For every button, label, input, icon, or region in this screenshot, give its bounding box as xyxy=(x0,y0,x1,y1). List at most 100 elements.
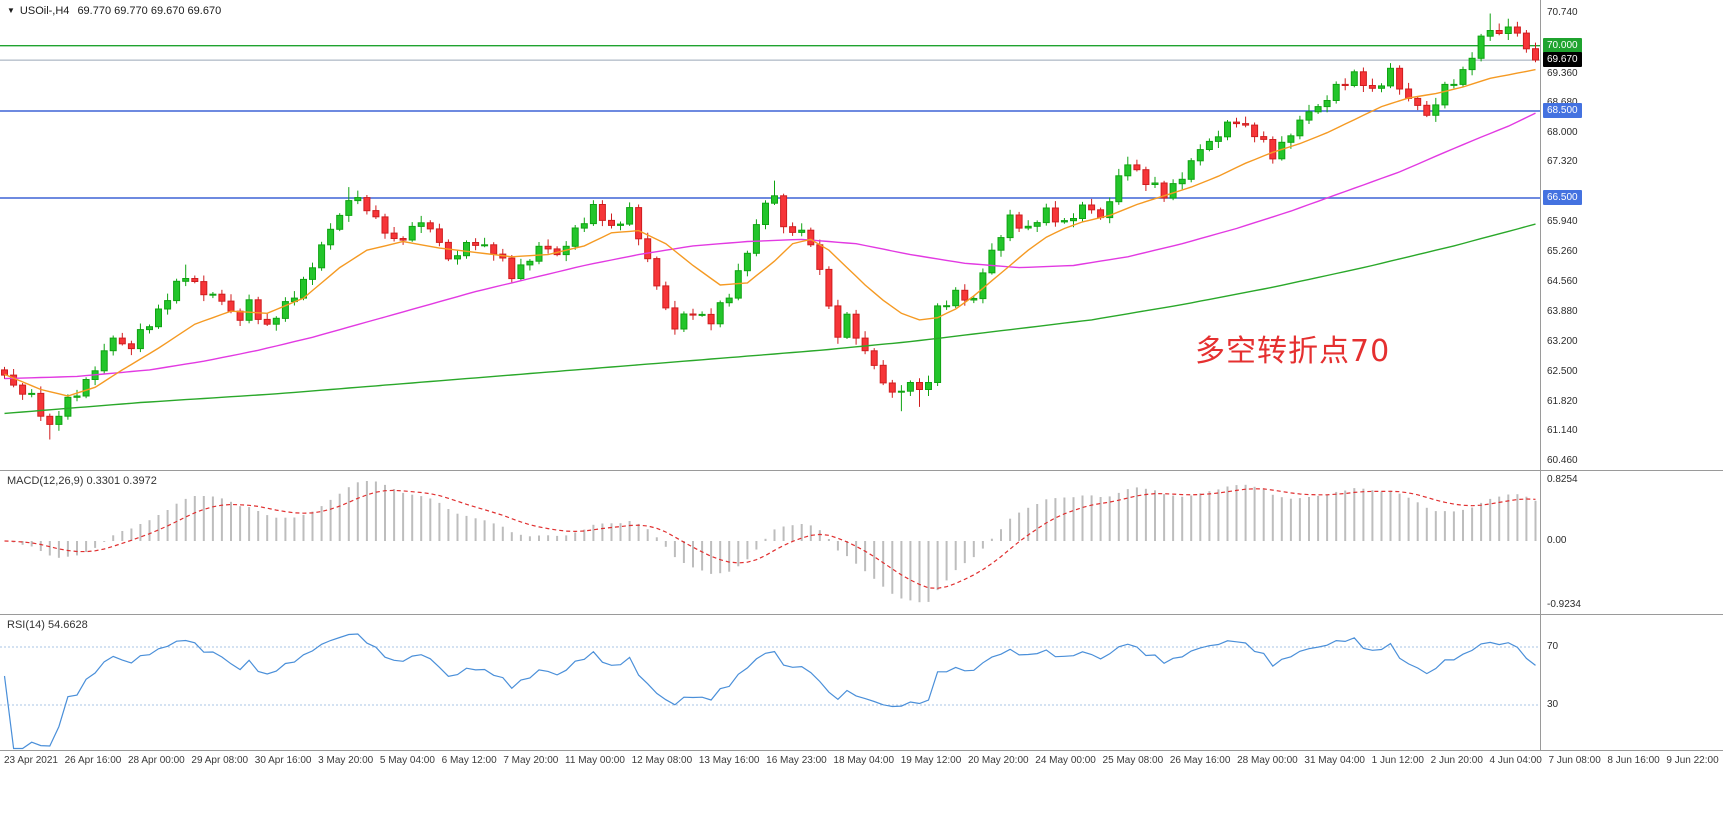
candle-bear xyxy=(19,384,27,395)
candle-bear xyxy=(236,310,244,321)
candle-bear xyxy=(888,382,896,393)
time-axis-label: 31 May 04:00 xyxy=(1304,755,1365,766)
candle-bear xyxy=(1423,104,1431,116)
candle-bear xyxy=(816,244,824,270)
candle-bull xyxy=(272,317,280,325)
macd-axis-label: 0.8254 xyxy=(1547,474,1578,485)
time-axis-label: 4 Jun 04:00 xyxy=(1489,755,1542,766)
time-axis[interactable]: 23 Apr 2021 26 Apr 16:00 28 Apr 00:00 29 Ap… xyxy=(0,750,1723,772)
chart-annotation: 多空转折点70 xyxy=(1195,334,1391,369)
price-tick-label: 62.500 xyxy=(1547,366,1578,378)
candle-bear xyxy=(1341,83,1349,87)
time-axis-label: 2 Jun 20:00 xyxy=(1430,755,1483,766)
candle-bull xyxy=(1106,201,1114,219)
candle-bear xyxy=(1532,48,1539,61)
candle-bear xyxy=(1260,136,1268,140)
price-tick-label: 64.560 xyxy=(1547,276,1578,288)
candle-bear xyxy=(1368,85,1376,89)
candle-bear xyxy=(1133,164,1141,171)
candle-bear xyxy=(1142,169,1150,185)
candle-bear xyxy=(961,289,969,301)
time-axis-label: 18 May 04:00 xyxy=(833,755,895,766)
time-axis-label: 24 May 00:00 xyxy=(1035,755,1096,766)
support-line-label-68-5[interactable]: 68.500 xyxy=(1543,102,1582,118)
price-axis[interactable]: 70.740 69.360 68.680 68.000 67.320 65.940 65.2… xyxy=(1540,0,1723,470)
candle-bull xyxy=(1486,30,1494,37)
candle-bull xyxy=(725,297,733,304)
candle-bull xyxy=(1332,83,1340,102)
candle-bull xyxy=(1196,149,1204,162)
candle-bull xyxy=(1060,220,1068,223)
candle-bear xyxy=(780,195,788,228)
price-tick-label: 65.260 xyxy=(1547,245,1578,257)
candle-bull xyxy=(1187,160,1195,180)
candle-bear xyxy=(1522,32,1530,50)
time-axis-label: 28 Apr 00:00 xyxy=(128,755,185,766)
candle-bull xyxy=(209,293,217,296)
candle-bull xyxy=(617,223,624,226)
chart-dropdown-icon[interactable]: ▼ xyxy=(7,6,15,15)
candle-bull xyxy=(517,264,525,279)
price-tick-label: 68.680 xyxy=(1547,97,1578,108)
candle-bull xyxy=(155,308,162,328)
candle-bull xyxy=(109,337,117,352)
candle-bull xyxy=(1287,135,1295,143)
rsi-canvas[interactable] xyxy=(0,615,1540,750)
macd-canvas[interactable] xyxy=(0,471,1540,614)
candle-bear xyxy=(671,307,679,330)
candle-bear xyxy=(1015,214,1023,229)
candle-bull xyxy=(626,207,634,225)
candle-bear xyxy=(789,226,797,233)
time-axis-label: 26 Apr 16:00 xyxy=(64,755,122,766)
price-tick-label: 60.460 xyxy=(1547,454,1578,466)
candle-bull xyxy=(1006,214,1014,239)
time-axis-label: 5 May 04:00 xyxy=(379,755,435,766)
candle-bull xyxy=(1115,175,1123,203)
resistance-line-label-70[interactable]: 70.000 xyxy=(1543,37,1582,53)
candle-bear xyxy=(598,204,606,221)
candle-bull xyxy=(1205,140,1213,150)
candle-bear xyxy=(46,415,54,425)
candle-bull xyxy=(970,298,978,301)
candle-bear xyxy=(426,222,434,230)
rsi-axis-label: 70 xyxy=(1547,641,1559,652)
candle-bull xyxy=(1378,85,1385,89)
price-chart-panel: ▼ USOil-,H4 69.770 69.770 69.670 69.670 多空… xyxy=(0,0,1723,470)
time-axis-label: 23 Apr 2021 xyxy=(4,755,58,766)
candle-bull xyxy=(535,245,543,262)
rsi-line xyxy=(3,633,1536,750)
candle-bull xyxy=(1387,67,1394,87)
candle-bear xyxy=(200,281,208,296)
candle-bear xyxy=(490,244,498,255)
candle-bull xyxy=(1033,222,1041,227)
ma-mid-line xyxy=(4,112,1536,380)
rsi-label: RSI(14) 54.6628 xyxy=(7,619,88,631)
candle-bull xyxy=(997,237,1005,251)
candle-bull xyxy=(64,396,72,417)
macd-axis: 0.8254 0.00 -0.9234 xyxy=(1540,471,1723,614)
candle-bull xyxy=(281,301,289,319)
candle-bull xyxy=(1024,225,1032,229)
price-chart-canvas[interactable] xyxy=(0,0,1540,470)
candle-bull xyxy=(1224,121,1231,138)
candle-bear xyxy=(390,232,398,240)
candle-bear xyxy=(807,229,815,246)
price-tick-label: 69.360 xyxy=(1547,67,1578,79)
price-tick-label: 70.740 xyxy=(1547,7,1578,19)
candle-bear xyxy=(608,219,615,226)
candle-bear xyxy=(879,364,887,384)
candle-bull xyxy=(1070,218,1077,222)
candle-bear xyxy=(381,216,389,234)
candle-bull xyxy=(943,305,951,308)
support-line-label-66-5[interactable]: 66.500 xyxy=(1543,190,1582,205)
candle-bull xyxy=(1178,178,1186,185)
candle-bull xyxy=(336,214,344,230)
time-axis-label: 6 May 12:00 xyxy=(441,755,497,766)
candle-bull xyxy=(1151,182,1159,185)
candle-bull xyxy=(354,197,362,202)
time-axis-label: 30 Apr 16:00 xyxy=(254,755,312,766)
candle-bear xyxy=(707,313,715,325)
time-axis-label: 13 May 16:00 xyxy=(698,755,760,766)
candle-bull xyxy=(55,415,63,425)
candle-bear xyxy=(191,278,199,282)
